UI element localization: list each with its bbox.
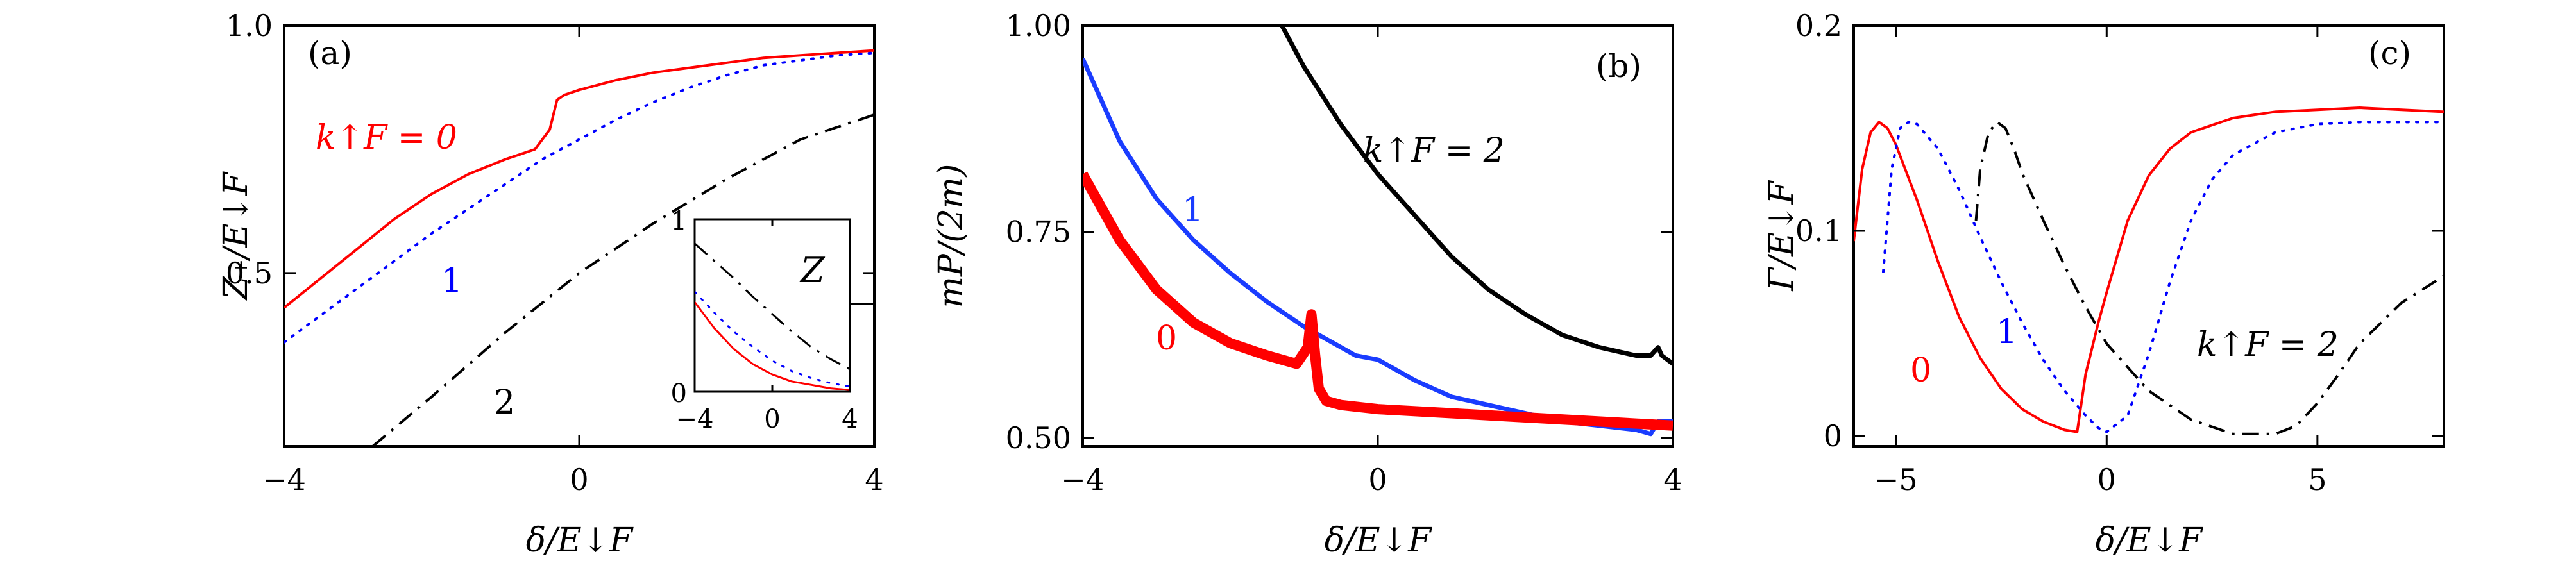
panel-c-ytick-label-1: 0.1 <box>1795 214 1842 248</box>
panel-b-ytick-label-2: 1.00 <box>1006 8 1071 43</box>
panel-a-inset-series-0-line <box>695 242 850 371</box>
panel-c-series <box>1854 106 2444 435</box>
panel-b-tag: (b) <box>1596 47 1641 85</box>
panel-b-ylabel: mP/(2m) <box>932 164 970 308</box>
panel-a-inset-ylabel: Z <box>799 250 826 290</box>
panel-c-ylabel: Γ/E↓F <box>1763 180 1801 291</box>
panel-c-series-1-line <box>1882 121 2444 433</box>
panel-c-tag: (c) <box>2368 35 2411 72</box>
panel-a-ticks: −4 0 40.51.0 <box>226 8 884 497</box>
panel-a-label-k0-text: k↑F = 0 <box>316 119 457 157</box>
panel-a-ytick-label-1: 1.0 <box>226 8 273 43</box>
panel-b-frame <box>1081 24 1674 448</box>
panel-b-series-1-line <box>1083 58 1673 437</box>
panel-b-label-0: 0 <box>1156 319 1177 358</box>
panel-c-ytick-label-0: 0 <box>1824 419 1842 453</box>
panel-a-series-2-line <box>371 113 874 446</box>
panel-a-ytick-label-0: 0.5 <box>226 256 273 290</box>
panel-a-inset-xtick-label-1: 0 <box>764 405 780 434</box>
panel-b-ytick-label-1: 0.75 <box>1006 215 1071 249</box>
panel-a-label-1: 1 <box>441 262 462 300</box>
panel-a-inset-ticks: −4 0 401 <box>671 206 858 434</box>
panel-c-xtick-label-1: 0 <box>2097 462 2116 497</box>
panel-b-xtick-label-0: −4 <box>1061 462 1105 497</box>
panel-c-xtick-label-2: 5 <box>2308 462 2326 497</box>
panel-a-inset: −4 0 401 Z <box>671 206 858 434</box>
panel-a-inset-ytick-label-1: 1 <box>671 206 687 236</box>
panel-b-clipped <box>1083 26 1673 437</box>
panel-c: (c) −5 0 5 0 0.1 0.2 0 1 k↑F = 2 δ/E↓F Γ/E↓F <box>1763 8 2445 560</box>
panel-a-inset-xtick-label-2: 4 <box>842 405 858 434</box>
panel-b-ytick-label-0: 0.50 <box>1006 421 1071 455</box>
panel-c-ticks: −5 0 5 0 0.1 0.2 <box>1795 8 2444 497</box>
panel-a-label-k0: k↑F = 0 <box>316 119 457 157</box>
panel-a-inset-xtick-label-0: −4 <box>676 405 714 434</box>
panel-a-inset-clipped <box>695 242 850 391</box>
panel-c-label-1: 1 <box>1996 313 2017 351</box>
panel-a-xlabel: δ/E↓F <box>526 521 634 560</box>
panel-c-clipped <box>1854 106 2444 435</box>
panel-a-series-0-line <box>284 49 874 309</box>
panel-c-frame <box>1852 24 2445 448</box>
panel-c-series-2-line <box>1974 121 2444 435</box>
panel-b-xlabel: δ/E↓F <box>1325 521 1432 560</box>
panel-b-series-2-line <box>1083 171 1673 431</box>
panel-a-inset-series <box>695 242 850 391</box>
panel-a-xtick-label-2: 4 <box>865 462 883 497</box>
panel-b-xtick-label-1: 0 <box>1368 462 1387 497</box>
panel-b-series <box>1083 26 1673 437</box>
panel-c-label-0: 0 <box>1910 351 1931 390</box>
panel-b: (b) −4 0 4 0.50 0.75 1.00 k↑F = 2 1 0 δ/E↓F m… <box>932 8 1682 560</box>
panel-a-series <box>284 49 874 446</box>
panel-a-inset-frame <box>693 218 851 393</box>
panel-c-series-0-line <box>1854 106 2444 433</box>
panel-a-xtick-label-1: 0 <box>570 462 588 497</box>
panel-b-series-0-line <box>1280 26 1673 366</box>
panel-b-ticks: −4 0 4 0.50 0.75 1.00 <box>1006 8 1682 497</box>
panel-a-ylabel: Z₊/E↓F <box>217 171 255 301</box>
panel-a-series-1-line <box>284 51 874 344</box>
panel-b-xtick-label-2: 4 <box>1663 462 1682 497</box>
panel-a: (a) −4 0 40.51.0 −4 0 401 Z k↑F = 0 1 2 δ/E↓… <box>217 8 884 560</box>
panel-c-label-k2: k↑F = 2 <box>2197 326 2339 364</box>
panel-a-label-2: 2 <box>494 383 515 422</box>
panel-a-tag: (a) <box>308 35 352 72</box>
panel-b-label-k2: k↑F = 2 <box>1363 131 1505 170</box>
panel-b-label-1: 1 <box>1182 191 1203 230</box>
panel-a-clipped <box>284 49 874 446</box>
panel-a-xtick-label-0: −4 <box>262 462 306 497</box>
panel-c-ytick-label-2: 0.2 <box>1795 8 1842 43</box>
panel-c-xlabel: δ/E↓F <box>2096 521 2203 560</box>
panel-a-inset-series-2-line <box>695 301 850 391</box>
panel-a-inset-ytick-label-0: 0 <box>671 379 687 408</box>
panel-c-xtick-label-0: −5 <box>1874 462 1918 497</box>
